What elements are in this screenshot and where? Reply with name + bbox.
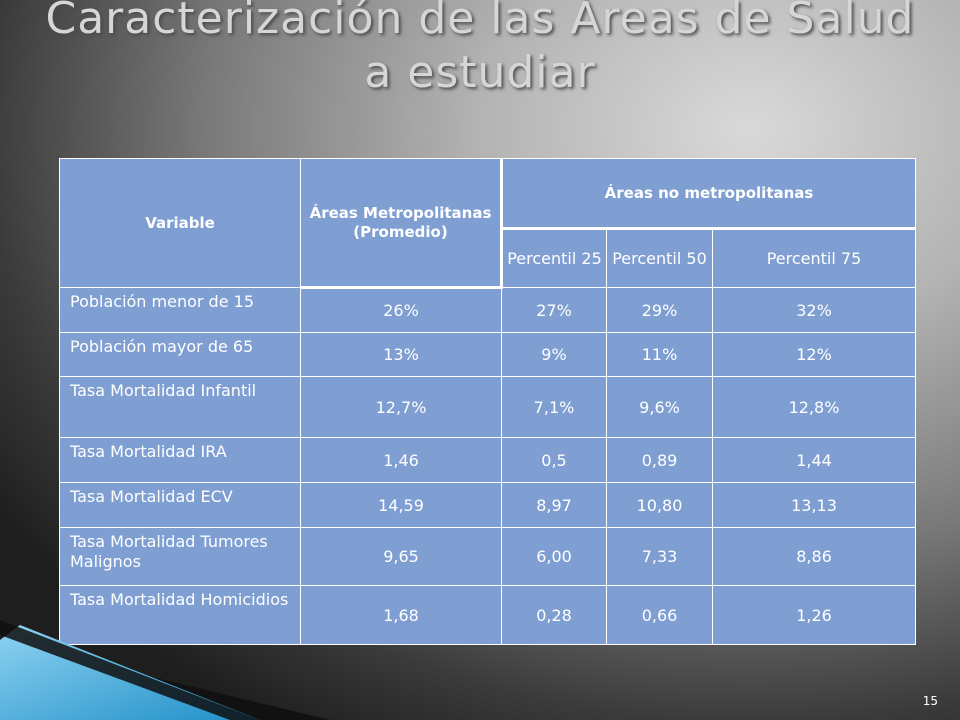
cell-p75: 1,26 — [712, 585, 916, 645]
table-row: Tasa Mortalidad Homicidios 1,68 0,28 0,6… — [59, 585, 916, 645]
slide-title: Caracterización de las Áreas de Salud a … — [45, 0, 915, 98]
cell-p75: 13,13 — [712, 482, 916, 528]
cell-metro: 1,46 — [300, 437, 502, 483]
header-p50: Percentil 50 — [606, 228, 713, 288]
cell-p75: 1,44 — [712, 437, 916, 483]
header-p25: Percentil 25 — [501, 228, 607, 288]
corner-decoration — [0, 620, 330, 720]
cell-p25: 27% — [501, 287, 607, 333]
data-table-container: Variable Áreas Metropolitanas (Promedio)… — [59, 158, 916, 645]
cell-p50: 0,89 — [606, 437, 713, 483]
cell-p50: 7,33 — [606, 527, 713, 586]
table-row: Tasa Mortalidad Infantil 12,7% 7,1% 9,6%… — [59, 376, 916, 438]
data-table: Variable Áreas Metropolitanas (Promedio)… — [59, 158, 916, 645]
cell-p75: 12,8% — [712, 376, 916, 438]
cell-p25: 7,1% — [501, 376, 607, 438]
cell-p50: 11% — [606, 332, 713, 377]
cell-metro: 13% — [300, 332, 502, 377]
cell-p75: 8,86 — [712, 527, 916, 586]
cell-metro: 12,7% — [300, 376, 502, 438]
table-row: Tasa Mortalidad Tumores Malignos 9,65 6,… — [59, 527, 916, 586]
cell-p50: 29% — [606, 287, 713, 333]
cell-metro: 26% — [300, 287, 502, 333]
cell-p50: 0,66 — [606, 585, 713, 645]
cell-metro: 14,59 — [300, 482, 502, 528]
header-metro: Áreas Metropolitanas (Promedio) — [300, 158, 503, 289]
row-label: Tasa Mortalidad Infantil — [59, 376, 301, 438]
cell-metro: 9,65 — [300, 527, 502, 586]
cell-metro: 1,68 — [300, 585, 502, 645]
row-label: Población menor de 15 — [59, 287, 301, 333]
cell-p25: 0,28 — [501, 585, 607, 645]
row-label: Tasa Mortalidad Tumores Malignos — [59, 527, 301, 586]
header-p75: Percentil 75 — [712, 228, 916, 288]
page-number: 15 — [922, 694, 938, 708]
cell-p50: 10,80 — [606, 482, 713, 528]
row-label: Tasa Mortalidad ECV — [59, 482, 301, 528]
decor-dark-stripe — [0, 620, 260, 720]
cell-p25: 8,97 — [501, 482, 607, 528]
row-label: Tasa Mortalidad Homicidios — [59, 585, 301, 645]
table-row: Población mayor de 65 13% 9% 11% 12% — [59, 332, 916, 377]
header-variable: Variable — [59, 158, 301, 288]
header-non-metro: Áreas no metropolitanas — [501, 158, 916, 230]
cell-p25: 6,00 — [501, 527, 607, 586]
cell-p25: 9% — [501, 332, 607, 377]
table-row: Tasa Mortalidad IRA 1,46 0,5 0,89 1,44 — [59, 437, 916, 483]
row-label: Población mayor de 65 — [59, 332, 301, 377]
row-label: Tasa Mortalidad IRA — [59, 437, 301, 483]
cell-p75: 32% — [712, 287, 916, 333]
cell-p50: 9,6% — [606, 376, 713, 438]
cell-p75: 12% — [712, 332, 916, 377]
table-row: Tasa Mortalidad ECV 14,59 8,97 10,80 13,… — [59, 482, 916, 528]
cell-p25: 0,5 — [501, 437, 607, 483]
table-row: Población menor de 15 26% 27% 29% 32% — [59, 287, 916, 333]
